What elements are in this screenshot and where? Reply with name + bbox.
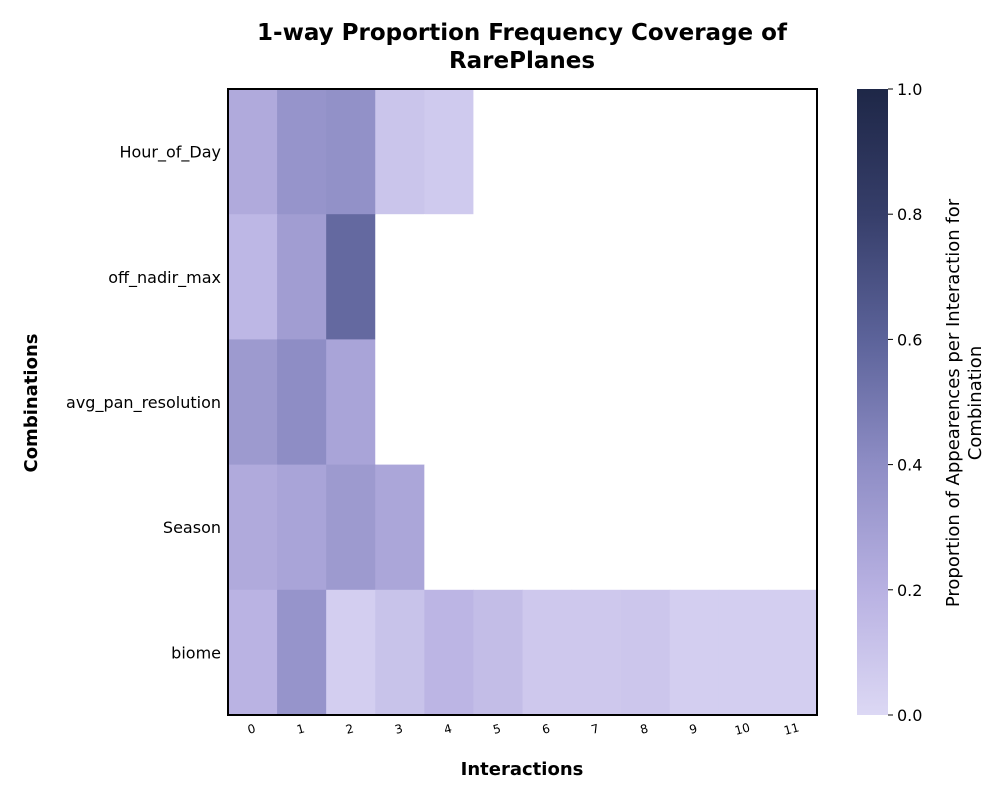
heatmap-cell-2-3 [375, 339, 425, 466]
heatmap-cell-4-0 [228, 589, 278, 716]
heatmap-cell-0-10 [718, 89, 769, 215]
colorbar-ticks: 0.0 0.2 0.4 0.6 0.8 1.0 [888, 80, 922, 725]
y-tick-labels: Hour_of_Day off_nadir_max avg_pan_resoluti… [66, 143, 221, 663]
heatmap-cell-4-5 [473, 589, 524, 716]
heatmap-cell-2-9 [669, 339, 720, 466]
x-tick-label: 5 [491, 721, 502, 737]
heatmap-cell-2-5 [473, 339, 524, 466]
chart-title-line-2: RarePlanes [449, 48, 595, 74]
colorbar-tick-label: 0.0 [897, 706, 922, 725]
heatmap-cell-3-4 [424, 464, 475, 591]
x-tick-label: 1 [295, 721, 306, 737]
colorbar-tick-label: 0.6 [897, 330, 922, 349]
heatmap-cell-2-6 [522, 339, 573, 466]
colorbar-tick-label: 0.8 [897, 205, 922, 224]
heatmap-cell-1-4 [424, 214, 475, 340]
heatmap-cell-0-2 [326, 89, 376, 215]
colorbar-label-line-1: Proportion of Appearences per Interactio… [943, 198, 964, 607]
heatmap-cell-0-8 [620, 89, 671, 215]
heatmap-cell-3-0 [228, 464, 278, 591]
heatmap-cell-4-9 [669, 589, 720, 716]
heatmap-cell-1-2 [326, 214, 376, 340]
heatmap-cell-3-3 [375, 464, 425, 591]
x-tick-labels: 0 1 2 3 4 5 6 7 8 9 10 11 [246, 720, 801, 737]
heatmap-cell-0-0 [228, 89, 278, 215]
heatmap-cell-1-0 [228, 214, 278, 340]
colorbar [857, 89, 888, 715]
heatmap-cell-3-6 [522, 464, 573, 591]
heatmap-cell-4-2 [326, 589, 376, 716]
heatmap-cell-3-10 [718, 464, 769, 591]
y-tick-label: off_nadir_max [108, 268, 221, 288]
heatmap-cell-3-2 [326, 464, 376, 591]
x-tick-label: 0 [246, 721, 257, 737]
heatmap-cell-0-7 [571, 89, 622, 215]
heatmap-cell-1-5 [473, 214, 524, 340]
x-tick-label: 11 [782, 720, 800, 737]
plot-frame [227, 88, 818, 716]
y-tick-label: biome [171, 643, 221, 662]
y-tick-label: Hour_of_Day [119, 143, 221, 163]
colorbar-tick-label: 0.4 [897, 456, 922, 475]
heatmap-cell-2-11 [767, 339, 818, 466]
heatmap-cells [228, 89, 818, 716]
chart-title-line-1: 1-way Proportion Frequency Coverage of [257, 20, 788, 46]
x-tick-label: 3 [393, 721, 404, 737]
heatmap-cell-3-11 [767, 464, 818, 591]
heatmap-cell-4-3 [375, 589, 425, 716]
heatmap-cell-0-3 [375, 89, 425, 215]
heatmap-cell-2-10 [718, 339, 769, 466]
y-tick-label: Season [163, 518, 221, 537]
heatmap-cell-4-6 [522, 589, 573, 716]
heatmap-cell-3-9 [669, 464, 720, 591]
heatmap-cell-4-10 [718, 589, 769, 716]
y-axis-title: Combinations [21, 333, 42, 472]
colorbar-tick-label: 1.0 [897, 80, 922, 99]
heatmap-cell-1-7 [571, 214, 622, 340]
x-axis-title: Interactions [461, 759, 584, 780]
heatmap-cell-0-5 [473, 89, 524, 215]
heatmap-cell-4-7 [571, 589, 622, 716]
heatmap-cell-0-11 [767, 89, 818, 215]
heatmap-cell-4-11 [767, 589, 818, 716]
y-tick-label: avg_pan_resolution [66, 393, 221, 413]
heatmap-cell-0-9 [669, 89, 720, 215]
heatmap-cell-2-0 [228, 339, 278, 466]
heatmap-cell-3-5 [473, 464, 524, 591]
x-tick-label: 4 [442, 721, 453, 737]
heatmap-cell-1-3 [375, 214, 425, 340]
heatmap-cell-2-2 [326, 339, 376, 466]
x-tick-label: 9 [688, 721, 699, 737]
x-tick-label: 8 [639, 721, 650, 737]
x-tick-label: 10 [733, 720, 751, 737]
heatmap-cell-1-9 [669, 214, 720, 340]
heatmap-cell-1-10 [718, 214, 769, 340]
x-tick-label: 6 [541, 721, 552, 737]
heatmap-cell-4-4 [424, 589, 475, 716]
heatmap-cell-1-1 [277, 214, 327, 340]
heatmap-cell-3-1 [277, 464, 327, 591]
heatmap-cell-0-4 [424, 89, 475, 215]
heatmap-cell-0-6 [522, 89, 573, 215]
colorbar-tick-label: 0.2 [897, 581, 922, 600]
heatmap-cell-1-11 [767, 214, 818, 340]
heatmap-cell-1-8 [620, 214, 671, 340]
heatmap-cell-3-8 [620, 464, 671, 591]
heatmap-cell-2-7 [571, 339, 622, 466]
colorbar-label-line-2: Combination [965, 346, 986, 460]
heatmap-cell-0-1 [277, 89, 327, 215]
heatmap-cell-4-8 [620, 589, 671, 716]
heatmap-cell-3-7 [571, 464, 622, 591]
heatmap-cell-2-4 [424, 339, 475, 466]
heatmap-cell-2-1 [277, 339, 327, 466]
x-tick-label: 2 [344, 721, 355, 737]
x-tick-label: 7 [590, 721, 601, 737]
heatmap-cell-4-1 [277, 589, 327, 716]
heatmap-cell-2-8 [620, 339, 671, 466]
heatmap-cell-1-6 [522, 214, 573, 340]
